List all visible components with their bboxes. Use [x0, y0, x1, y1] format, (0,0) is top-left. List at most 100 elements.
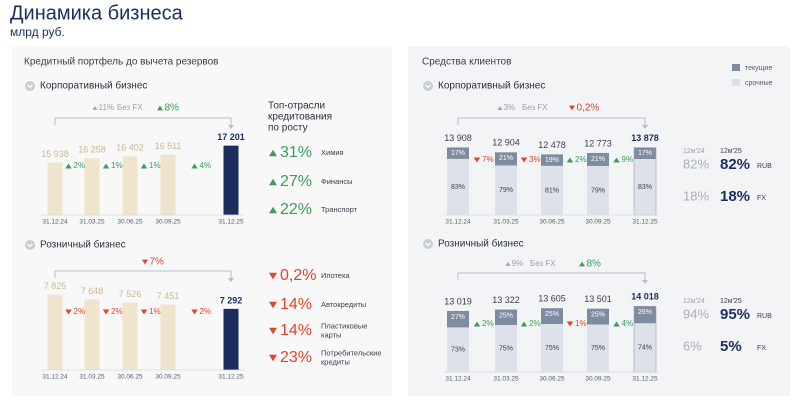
trend-arrow [505, 262, 511, 266]
section-title: Корпоративный бизнес [438, 80, 545, 92]
bar-segment [587, 324, 609, 372]
trend-arrow [140, 163, 148, 169]
x-tick-label: 30.09.25 [155, 374, 181, 381]
trend-arrow [579, 261, 585, 267]
industry-name: Транспорт [321, 205, 358, 214]
bracket [457, 117, 646, 126]
segment-label: 74% [638, 345, 652, 352]
bar-segment [634, 306, 656, 324]
panel-title: Кредитный портфель до вычета резервов [24, 56, 218, 68]
bar-segment [541, 154, 563, 166]
ex-fx-label: Без FX [117, 103, 143, 112]
segment-label: 17% [451, 150, 465, 157]
bar-segment [447, 327, 469, 372]
trend-arrow [613, 157, 620, 163]
segment-label: 25% [499, 312, 513, 319]
change-value: 9% [622, 155, 634, 164]
slide-subtitle: млрд руб. [10, 25, 65, 39]
x-tick-label: 30.09.25 [155, 219, 181, 226]
bar [84, 158, 100, 215]
segment-label: 75% [545, 345, 559, 352]
trend-arrow [157, 105, 163, 111]
bracket-arrow [642, 280, 648, 284]
x-tick-label: 31.12.24 [42, 374, 68, 381]
bar-segment [495, 309, 517, 326]
industry-value: 31% [280, 144, 312, 161]
segment-label: 83% [638, 184, 652, 191]
bar-value-label: 13 878 [631, 133, 659, 143]
segment-label: 21% [591, 156, 605, 163]
change-value: 0,2% [577, 103, 600, 114]
industry-value: 14% [280, 296, 312, 313]
section-chevron [27, 243, 33, 248]
trend-arrow [269, 206, 277, 214]
currency-share: 95% [720, 306, 750, 323]
left-panel [12, 46, 392, 396]
bar-segment [495, 165, 517, 215]
trend-arrow [473, 157, 481, 163]
currency-header: 12м'24 [683, 148, 705, 155]
bar-segment [634, 159, 656, 215]
change-value: 1% [149, 307, 161, 316]
segment-label: 73% [451, 347, 465, 354]
change-value: 1% [111, 161, 123, 170]
industry-value: 23% [280, 349, 312, 366]
section-icon [423, 81, 433, 91]
bar-segment [541, 165, 563, 215]
bar-segment [587, 152, 609, 166]
change-value: 9% [512, 259, 524, 268]
change-value: 11% [99, 103, 114, 112]
trend-arrow [520, 321, 528, 327]
bar-segment [495, 325, 517, 372]
currency-name: FX [757, 195, 766, 202]
bar [84, 299, 100, 370]
x-tick-label: 31.03.25 [493, 376, 519, 383]
trend-arrow [191, 309, 198, 315]
section-chevron [425, 242, 431, 247]
ex-fx-label: Без FX [522, 103, 548, 112]
x-tick-label: 31.12.24 [445, 376, 471, 383]
x-tick-label: 30.09.25 [585, 376, 611, 383]
bar-segment [541, 308, 563, 325]
x-tick-label: 31.03.25 [493, 219, 519, 226]
bracket [54, 117, 232, 126]
bar-value-label: 7 451 [157, 291, 180, 301]
x-tick-label: 30.06.25 [539, 219, 565, 226]
x-tick-label: 30.06.25 [539, 376, 565, 383]
section-icon [25, 240, 35, 250]
section-title: Розничный бизнес [438, 238, 524, 250]
trend-arrow [65, 163, 72, 169]
section-icon [423, 239, 433, 249]
currency-share: 18% [683, 188, 709, 203]
industry-name: Финансы [321, 177, 353, 186]
change-value: 2% [200, 307, 212, 316]
currency-name: FX [757, 345, 766, 352]
trend-arrow [269, 178, 277, 186]
currency-share: 82% [720, 156, 750, 173]
industry-name: Потребительские [321, 348, 382, 357]
bar-value-label: 13 908 [444, 133, 472, 143]
x-tick-label: 30.06.25 [117, 374, 143, 381]
bar-value-label: 16 511 [155, 141, 182, 151]
change-value: 2% [111, 307, 123, 316]
industry-name: Ипотека [321, 271, 350, 280]
bar-segment [587, 165, 609, 215]
change-value: 1% [575, 319, 587, 328]
trend-arrow [102, 309, 110, 315]
industry-value: 14% [280, 322, 312, 339]
currency-header: 12м'25 [720, 148, 742, 155]
industries-title: по росту [268, 123, 308, 134]
industries-title: Топ-отрасли [268, 101, 325, 112]
segment-label: 83% [451, 184, 465, 191]
industry-name: кредиты [321, 357, 350, 366]
section-title: Розничный бизнес [40, 239, 126, 251]
currency-share: 6% [683, 338, 702, 353]
x-tick-label: 31.03.25 [79, 374, 105, 381]
bar-value-label: 17 201 [217, 132, 245, 142]
industry-name: Пластиковые [321, 321, 367, 330]
bar-value-label: 12 773 [584, 138, 612, 148]
segment-label: 75% [591, 345, 605, 352]
industry-value: 27% [280, 173, 312, 190]
trend-arrow [613, 321, 620, 327]
bar-segment [447, 310, 469, 328]
